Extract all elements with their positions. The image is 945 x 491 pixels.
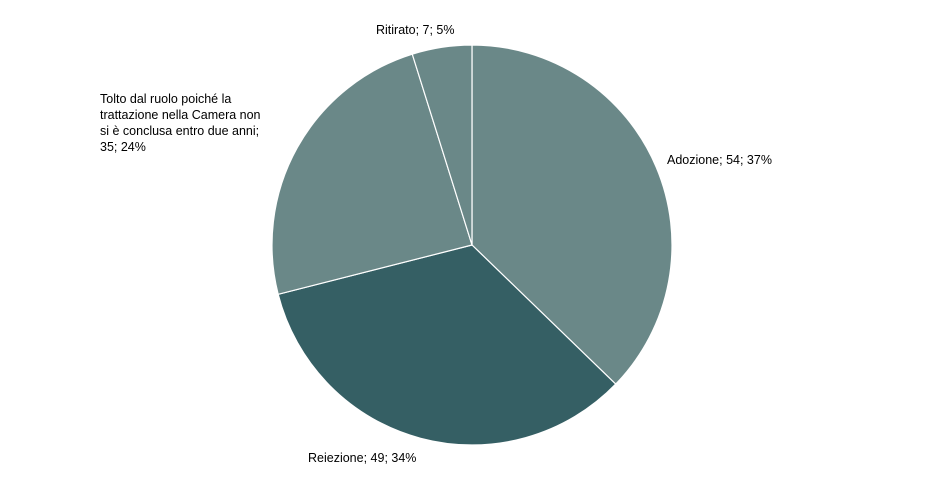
data-label-tolto-line-3: si è conclusa entro due anni; <box>100 124 260 138</box>
pie-slice-ritirato <box>411 44 473 246</box>
data-label-tolto-line-1: Tolto dal ruolo poiché la <box>100 92 232 106</box>
pie-slices <box>271 44 673 446</box>
data-label-adozione: Adozione; 54; 37% <box>667 153 772 167</box>
pie-slice-tolto <box>271 53 473 296</box>
data-label-tolto-line-2: trattazione nella Camera non <box>100 108 261 122</box>
data-label-tolto-line-4: 35; 24% <box>100 140 146 154</box>
data-label-ritirato: Ritirato; 7; 5% <box>376 23 455 37</box>
pie-slice-reiezione <box>277 244 617 446</box>
data-label-tolto-dal-ruolo: Tolto dal ruolo poiché la trattazione ne… <box>100 91 290 155</box>
data-label-reiezione: Reiezione; 49; 34% <box>308 451 417 465</box>
pie-slice-adozione <box>471 44 673 385</box>
